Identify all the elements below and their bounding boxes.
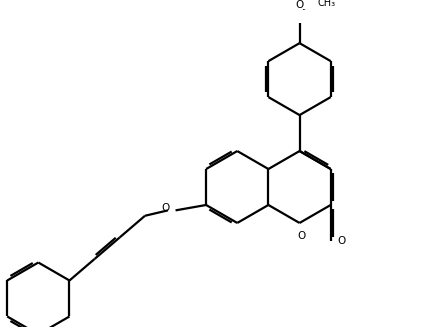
Text: O: O	[337, 236, 345, 246]
Text: CH₃: CH₃	[317, 0, 336, 8]
Text: O: O	[161, 203, 169, 213]
Text: O: O	[295, 0, 304, 10]
Text: O: O	[297, 232, 306, 241]
